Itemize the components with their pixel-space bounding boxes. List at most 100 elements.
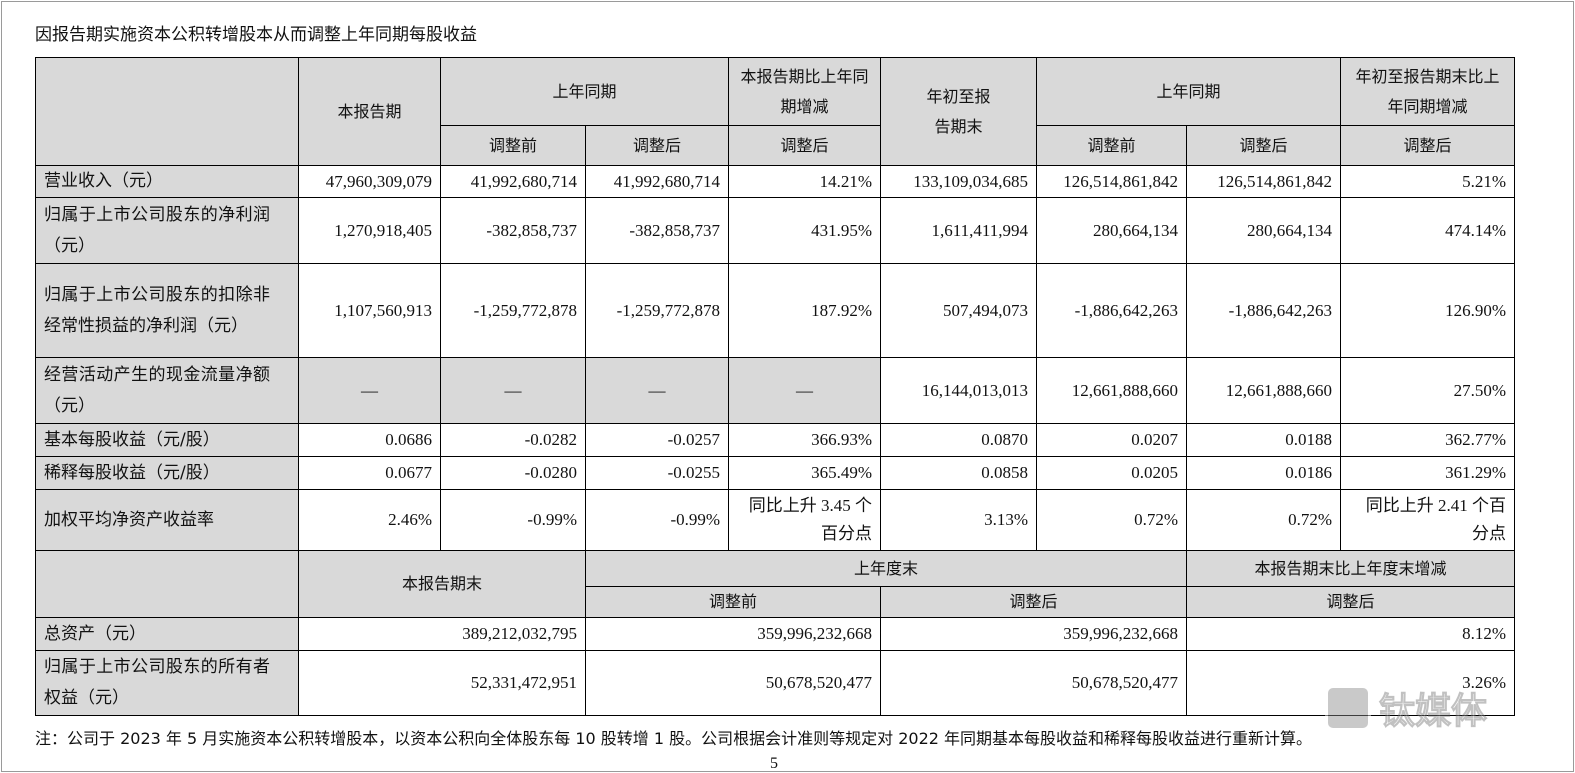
sub-header: 调整后 [584,125,730,166]
cell: 0.0207 [1036,423,1188,457]
sub-header: 调整后 [1340,125,1516,166]
cell: 431.95% [728,197,882,264]
cell: 507,494,073 [880,263,1038,358]
cell: 359,996,232,668 [584,617,882,651]
column-header: 本报告期比上年同期增减 [728,57,882,126]
table-row: 调整前 调整后 调整后 调整前 调整后 调整后 [36,125,1516,166]
cell: 0.0858 [880,456,1038,490]
cell: 0.72% [1036,489,1188,551]
cell: -0.0282 [440,423,586,457]
cell: -382,858,737 [440,197,586,264]
column-header: 年初至报告期末比上年同期增减 [1340,57,1516,126]
cell: -1,886,642,263 [1036,263,1188,358]
table-row: 总资产（元） 389,212,032,795 359,996,232,668 359,… [35,617,1516,651]
sub-header: 调整后 [1186,125,1342,166]
cell: 3.26% [1186,650,1516,716]
cell: 同比上升 2.41 个百分点 [1340,489,1516,551]
cell: 41,992,680,714 [440,165,586,198]
column-header: 上年同期 [439,57,730,126]
sub-header: 调整后 [1186,586,1516,618]
cell: — [728,357,882,424]
cell: 474.14% [1340,197,1516,264]
cell: 50,678,520,477 [880,650,1188,716]
cell: 41,992,680,714 [584,165,730,198]
watermark-logo [1325,685,1371,731]
cell: 14.21% [728,165,882,198]
cell: 280,664,134 [1036,197,1188,264]
cell: 12,661,888,660 [1036,357,1188,424]
row-label: 归属于上市公司股东的所有者权益（元） [35,650,299,716]
cell: 0.0870 [880,423,1038,457]
cell: 0.0686 [298,423,441,457]
column-header: 本报告期末比上年度末增减 [1186,550,1516,587]
page-number: 5 [770,755,778,772]
table-row: 营业收入（元） 47,960,309,079 41,992,680,714 41,99… [35,165,1516,198]
cell: 0.0677 [298,456,441,490]
cell: 0.0205 [1036,456,1188,490]
cell: 187.92% [728,263,882,358]
header-blank [35,550,299,618]
table-row: 调整前 调整后 调整后 [36,586,1516,618]
table-row: 稀释每股收益（元/股） 0.0677 -0.0280 -0.0255 365.49% 0.… [35,456,1516,490]
cell: 362.77% [1340,423,1516,457]
column-header: 上年度末 [584,550,1188,587]
cell: -0.0257 [584,423,730,457]
cell: 361.29% [1340,456,1516,490]
cell: 27.50% [1340,357,1516,424]
sub-header: 调整后 [728,125,882,166]
cell: 1,611,411,994 [880,197,1038,264]
cell: 1,107,560,913 [298,263,441,358]
row-label: 稀释每股收益（元/股） [35,456,299,490]
cell: 47,960,309,079 [298,165,441,198]
header-blank [35,57,299,166]
cell: 365.49% [728,456,882,490]
watermark-text: 钛媒体 [1378,691,1488,733]
column-header: 上年同期 [1036,57,1342,126]
row-label: 总资产（元） [35,617,299,651]
cell: 8.12% [1186,617,1516,651]
table-row: 基本每股收益（元/股） 0.0686 -0.0282 -0.0257 366.93% 0.… [35,423,1516,457]
cell: 133,109,034,685 [880,165,1038,198]
table-title: 因报告期实施资本公积转增股本从而调整上年同期每股收益 [35,25,477,45]
watermark: 钛媒体 [1325,682,1488,734]
cell: 359,996,232,668 [880,617,1188,651]
cell: -0.0255 [584,456,730,490]
cell: 126,514,861,842 [1186,165,1342,198]
cell: -0.0280 [440,456,586,490]
cell: — [584,357,730,424]
cell: 52,331,472,951 [298,650,586,716]
cell: 50,678,520,477 [584,650,882,716]
row-label: 归属于上市公司股东的净利润（元） [35,197,299,264]
table-row: 本报告期末 上年度末 本报告期末比上年度末增减 [35,550,1516,618]
table-row: 归属于上市公司股东的净利润（元） 1,270,918,405 -382,858,73… [35,197,1516,264]
table-row: 本报告期 上年同期 本报告期比上年同期增减 年初至报告期末 上年同期 年初至报告期末比上年… [35,57,1516,166]
cell: 126.90% [1340,263,1516,358]
cell: 5.21% [1340,165,1516,198]
column-header: 本报告期末 [298,550,586,618]
cell: 366.93% [728,423,882,457]
row-label: 经营活动产生的现金流量净额（元） [35,357,299,424]
table-row: 归属于上市公司股东的扣除非经常性损益的净利润（元） 1,107,560,913 -1… [35,263,1516,358]
column-header: 年初至报告期末 [880,57,1038,166]
footnote: 注：公司于 2023 年 5 月实施资本公积转增股本，以资本公积向全体股东每 1… [35,729,1313,748]
sub-header: 调整前 [440,125,586,166]
cell: 0.0186 [1186,456,1342,490]
cell: -0.99% [440,489,586,551]
cell: -1,259,772,878 [584,263,730,358]
cell: -382,858,737 [584,197,730,264]
sub-header: 调整前 [584,586,882,618]
cell: 280,664,134 [1186,197,1342,264]
cell: 同比上升 3.45 个百分点 [728,489,882,551]
row-label: 加权平均净资产收益率 [35,489,299,551]
cell: -0.99% [584,489,730,551]
cell: -1,259,772,878 [440,263,586,358]
cell: 2.46% [298,489,441,551]
cell: 12,661,888,660 [1186,357,1342,424]
column-header: 本报告期 [298,57,441,166]
table-row: 归属于上市公司股东的所有者权益（元） 52,331,472,951 50,678,5… [35,650,1516,716]
cell: 16,144,013,013 [880,357,1038,424]
row-label: 基本每股收益（元/股） [35,423,299,457]
cell: 0.0188 [1186,423,1342,457]
